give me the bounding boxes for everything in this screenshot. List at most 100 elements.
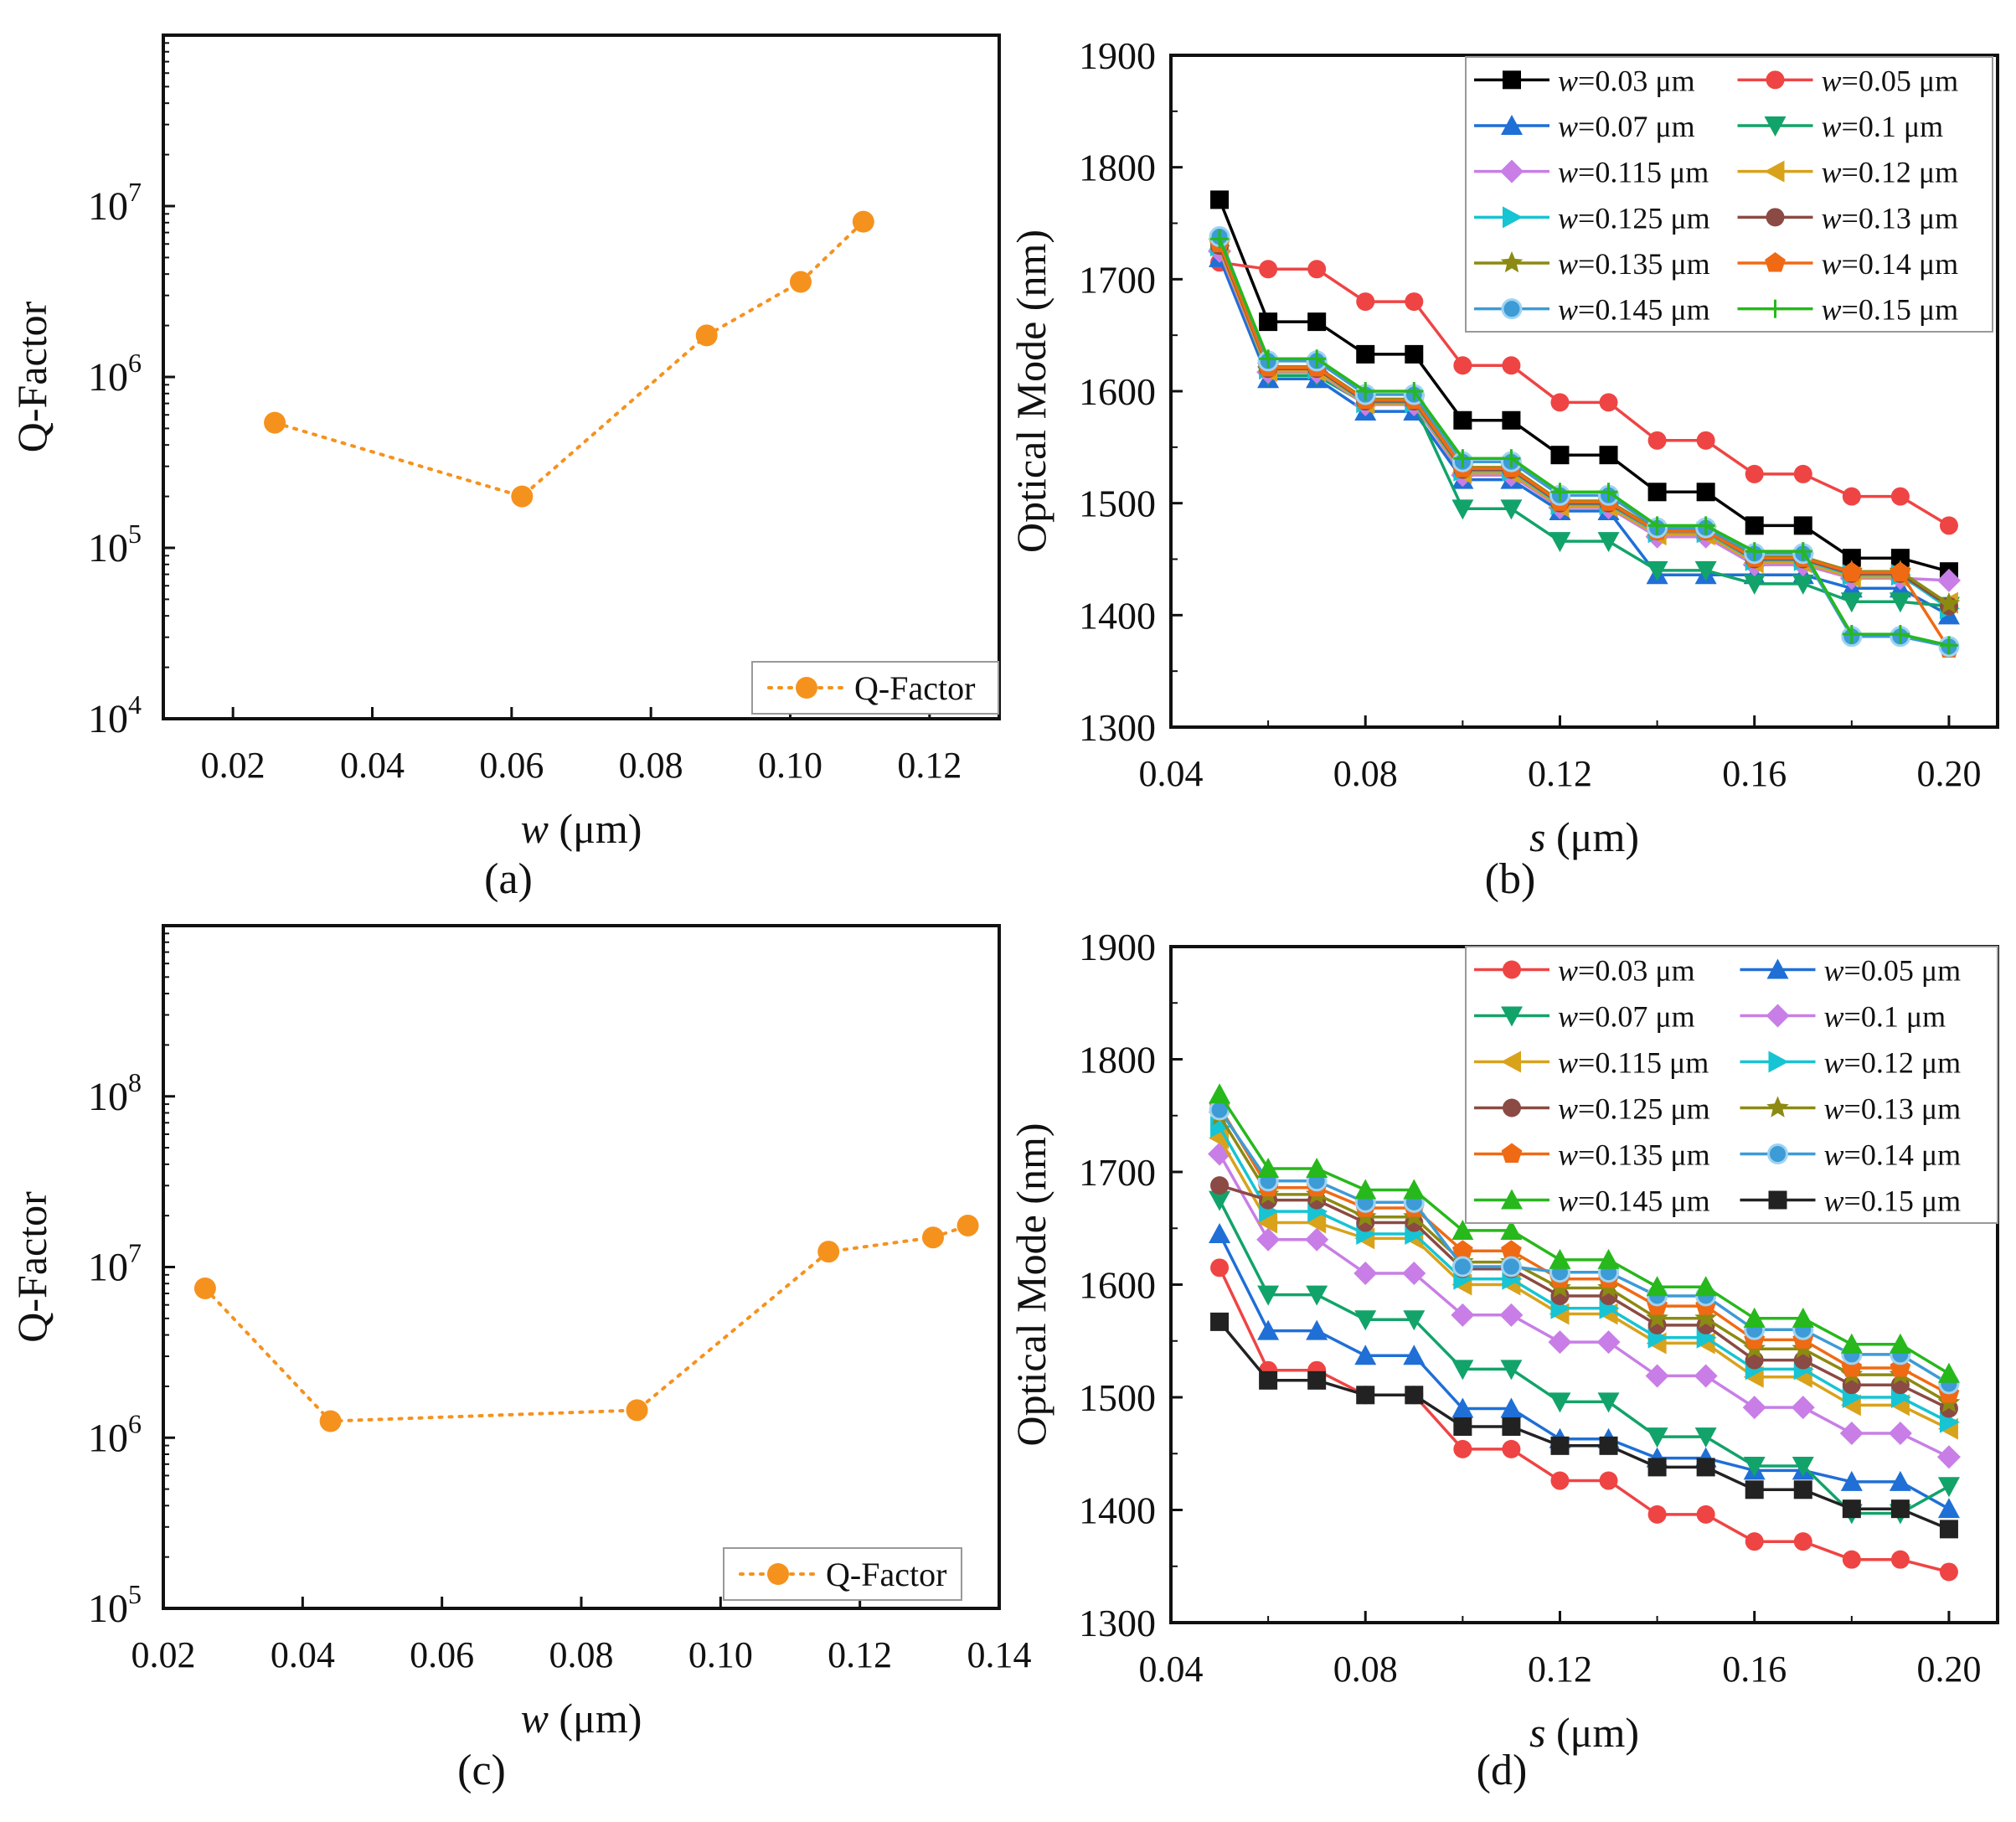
data-point [1889, 1470, 1911, 1491]
data-point [1502, 356, 1521, 375]
y-tick-label: 1400 [1079, 594, 1156, 637]
data-point [1936, 568, 1961, 592]
legend-label-value: =0.145 μm [1578, 293, 1710, 327]
data-point [1306, 1157, 1328, 1178]
legend-entry: w=0.1 μm [1740, 1000, 1946, 1034]
data-point [1405, 1386, 1424, 1405]
legend-label-variable: w [1558, 1092, 1578, 1126]
data-point [1696, 1458, 1715, 1477]
legend-marker [1766, 1004, 1790, 1028]
data-point [1502, 410, 1521, 430]
data-point [1402, 1262, 1426, 1286]
y-tick-label: 1600 [1079, 370, 1156, 413]
data-point [1745, 516, 1764, 535]
data-point [1500, 499, 1523, 520]
data-point [1793, 1532, 1812, 1551]
data-point [1451, 499, 1474, 520]
legend-label-value: =0.1 μm [1842, 110, 1944, 143]
data-point [1356, 382, 1375, 400]
data-point [1353, 1262, 1378, 1286]
legend-marker [1501, 298, 1523, 320]
data-point-qfactor [956, 1214, 979, 1236]
data-point [1210, 190, 1230, 209]
legend-entry: w=0.07 μm [1474, 110, 1695, 143]
legend-label-variable: w [1822, 156, 1842, 189]
y-tick-exponent: 5 [128, 1579, 142, 1609]
data-point [1599, 1471, 1618, 1490]
legend-marker [1503, 1098, 1521, 1117]
x-tick-label: 0.10 [758, 745, 822, 786]
legend-label-variable: w [1824, 1000, 1844, 1034]
data-point [1694, 1427, 1717, 1448]
data-point [1890, 1550, 1910, 1569]
data-point [1745, 542, 1764, 561]
legend-marker [1766, 70, 1785, 90]
legend-label-variable: w [1824, 1046, 1844, 1080]
x-tick-label: 0.10 [688, 1634, 753, 1675]
data-point [1792, 1457, 1814, 1478]
legend-marker [1501, 115, 1523, 135]
series-line [1218, 1153, 1950, 1458]
legend-label: w=0.1 μm [1822, 110, 1944, 143]
data-point [1743, 1457, 1766, 1478]
legend-label: w=0.13 μm [1822, 201, 1959, 235]
legend-label-value: =0.135 μm [1578, 247, 1710, 281]
y-tick-base: 10 [88, 1075, 128, 1119]
data-point [1694, 1306, 1717, 1329]
data-point [1356, 1386, 1375, 1405]
x-tick-label: 0.02 [201, 745, 266, 786]
legend-label-variable: w [1558, 156, 1578, 189]
data-point [1210, 1176, 1230, 1195]
series-line [1218, 1106, 1950, 1396]
legend-box [1465, 946, 1998, 1224]
data-point [1647, 1458, 1667, 1477]
legend: w=0.03 μm w=0.05 μmw=0.07 μm w=0.1 μmw=0.1… [1465, 946, 1998, 1224]
data-point [1890, 1499, 1910, 1519]
data-point [1840, 592, 1863, 613]
legend-entry: w=0.135 μm [1474, 1138, 1710, 1172]
data-point [1307, 349, 1327, 369]
x-axis-label-variable: w [521, 1695, 549, 1742]
series-1 [1210, 190, 1958, 581]
data-point [1696, 516, 1715, 535]
legend-marker [1766, 299, 1785, 318]
data-point [1696, 1505, 1715, 1524]
y-axis-label: Optical Mode (nm) [1008, 1123, 1054, 1446]
legend-marker [1503, 206, 1523, 229]
panel-label: (a) [484, 855, 533, 903]
x-tick-label: 0.12 [1528, 753, 1592, 794]
legend-label-variable: w [1824, 954, 1844, 988]
legend-marker [1501, 1006, 1523, 1027]
x-tick-label: 0.08 [549, 1634, 614, 1675]
legend-marker [1501, 1143, 1523, 1163]
legend-marker [1503, 960, 1521, 979]
data-point [1743, 574, 1766, 595]
y-tick-label: 108 [88, 1067, 142, 1119]
x-tick-label: 0.06 [410, 1634, 474, 1675]
legend-marker [1503, 70, 1521, 90]
data-point [1597, 1248, 1620, 1269]
x-tick-label: 0.08 [619, 745, 683, 786]
data-point [1599, 393, 1618, 412]
legend-label: w=0.12 μm [1824, 1046, 1962, 1080]
data-point [1257, 1285, 1280, 1306]
data-point [1842, 487, 1861, 506]
x-axis-label-variable: w [521, 805, 549, 852]
legend-label: Q-Factor [854, 669, 975, 707]
data-point [1210, 1258, 1230, 1277]
data-point [1645, 1364, 1669, 1388]
data-point [1452, 1240, 1473, 1260]
data-point-qfactor [789, 271, 812, 293]
series-line [1218, 1267, 1950, 1574]
y-tick-label: 1500 [1079, 1376, 1156, 1419]
data-point [1499, 1303, 1524, 1327]
data-point [1453, 1417, 1472, 1436]
legend-label-value: =0.115 μm [1578, 156, 1709, 189]
data-point-qfactor [921, 1226, 944, 1249]
legend-marker [1767, 1143, 1788, 1164]
data-point [1354, 1345, 1377, 1365]
data-point [1646, 1427, 1668, 1448]
data-point [1451, 1219, 1474, 1240]
data-point [1793, 542, 1812, 561]
